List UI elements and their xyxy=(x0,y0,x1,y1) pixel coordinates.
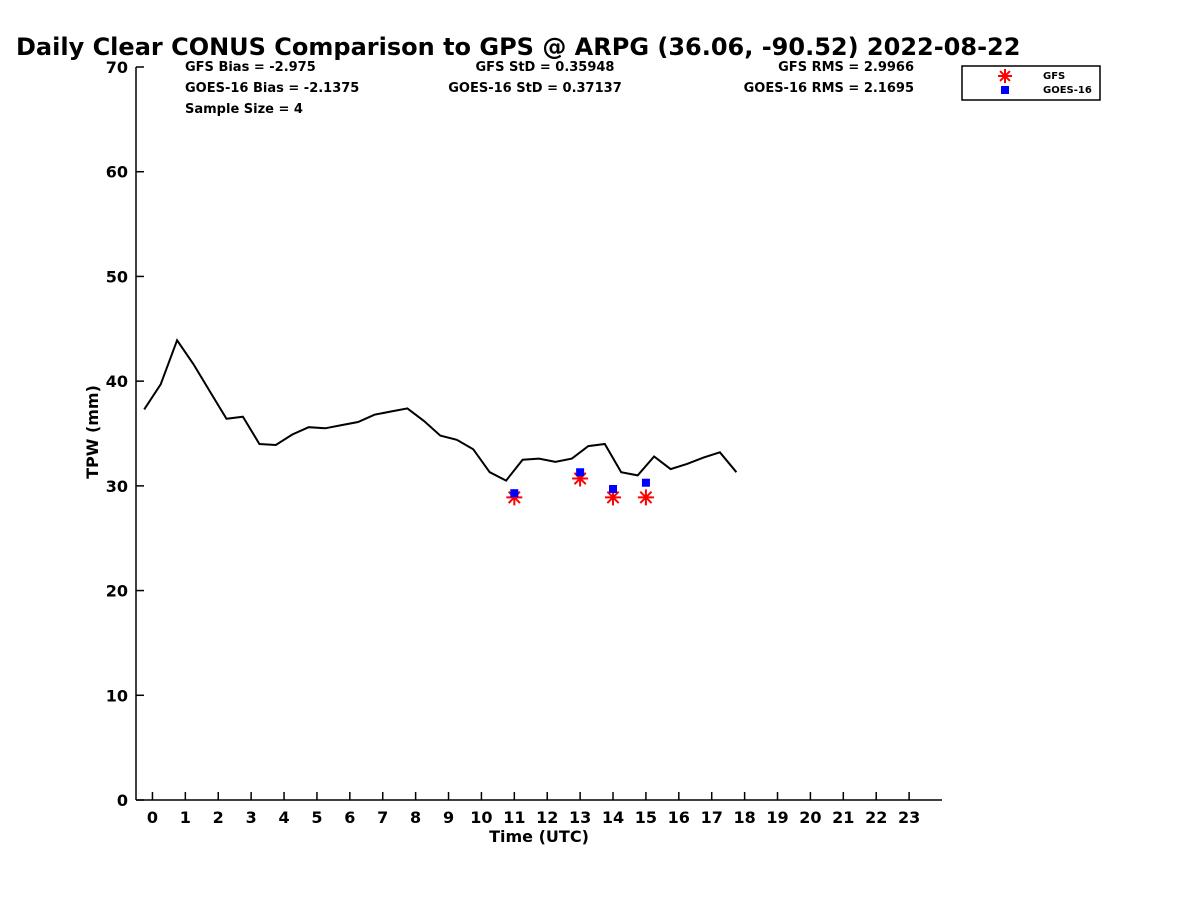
goes16-point xyxy=(510,489,519,498)
goes16-point xyxy=(609,484,618,493)
y-tick-label: 20 xyxy=(106,582,128,601)
y-axis-label: TPW (mm) xyxy=(83,385,102,479)
stats-block: GFS Bias = -2.975 GOES-16 Bias = -2.1375… xyxy=(185,60,914,117)
legend-goes-mark xyxy=(1001,86,1009,94)
x-tick-label: 14 xyxy=(602,808,624,827)
y-tick-label: 70 xyxy=(106,58,128,77)
y-tick-label: 60 xyxy=(106,163,128,182)
y-ticks: 0 10 20 30 40 50 60 70 xyxy=(106,58,144,810)
x-tick-label: 19 xyxy=(766,808,788,827)
goes-rms-stat: GOES-16 RMS = 2.1695 xyxy=(744,81,914,96)
legend-gfs-label: GFS xyxy=(1043,71,1065,82)
x-tick-label: 7 xyxy=(377,808,388,827)
gfs-point xyxy=(605,489,622,506)
x-tick-label: 15 xyxy=(635,808,657,827)
y-tick-label: 40 xyxy=(106,372,128,391)
x-tick-label: 11 xyxy=(503,808,525,827)
goes16-point xyxy=(641,478,650,487)
x-axis-label: Time (UTC) xyxy=(489,827,589,846)
goes16-point xyxy=(576,468,585,477)
x-tick-label: 10 xyxy=(470,808,492,827)
x-tick-label: 5 xyxy=(311,808,322,827)
x-tick-label: 22 xyxy=(865,808,887,827)
gfs-point xyxy=(637,489,654,506)
x-tick-label: 23 xyxy=(898,808,920,827)
gfs-std-stat: GFS StD = 0.35948 xyxy=(476,60,615,75)
x-ticks: 0 1 2 3 4 5 6 7 8 9 10 11 12 13 14 15 16 17 18 19 20 21 22 23 xyxy=(147,792,920,827)
sample-size-stat: Sample Size = 4 xyxy=(185,102,303,117)
x-tick-label: 16 xyxy=(668,808,690,827)
y-tick-label: 0 xyxy=(117,791,128,810)
x-tick-label: 18 xyxy=(733,808,755,827)
y-tick-label: 10 xyxy=(106,686,128,705)
x-tick-label: 17 xyxy=(701,808,723,827)
gfs-bias-stat: GFS Bias = -2.975 xyxy=(185,60,316,75)
gfs-rms-stat: GFS RMS = 2.9966 xyxy=(778,60,914,75)
legend-gfs-mark xyxy=(998,69,1012,83)
x-tick-label: 9 xyxy=(443,808,454,827)
x-tick-label: 2 xyxy=(213,808,224,827)
legend-goes-label: GOES-16 xyxy=(1043,85,1092,96)
x-tick-label: 21 xyxy=(832,808,854,827)
x-tick-label: 13 xyxy=(569,808,591,827)
y-tick-label: 30 xyxy=(106,477,128,496)
series-layer xyxy=(143,338,738,506)
x-tick-label: 0 xyxy=(147,808,158,827)
x-tick-label: 12 xyxy=(536,808,558,827)
x-tick-label: 6 xyxy=(344,808,355,827)
legend: GFS GOES-16 xyxy=(961,65,1101,101)
chart-title: Daily Clear CONUS Comparison to GPS @ AR… xyxy=(16,33,1020,61)
goes-bias-stat: GOES-16 Bias = -2.1375 xyxy=(185,81,359,96)
x-tick-label: 4 xyxy=(278,808,289,827)
x-tick-label: 20 xyxy=(799,808,821,827)
y-tick-label: 50 xyxy=(106,267,128,286)
legend-box xyxy=(961,65,1101,101)
legend-gfs-asterisk-icon xyxy=(998,69,1012,83)
x-tick-label: 8 xyxy=(410,808,421,827)
goes-std-stat: GOES-16 StD = 0.37137 xyxy=(448,81,622,96)
legend-goes-square-icon xyxy=(1001,86,1009,94)
x-tick-label: 1 xyxy=(180,808,191,827)
gps-tpw-line xyxy=(143,338,738,482)
x-tick-label: 3 xyxy=(246,808,257,827)
